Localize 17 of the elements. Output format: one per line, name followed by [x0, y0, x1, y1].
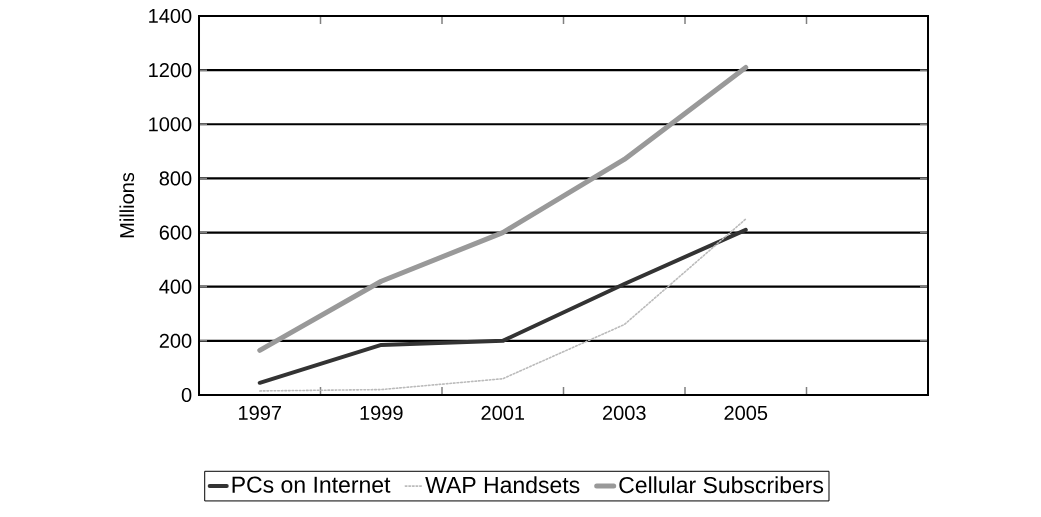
y-tick-label: 800	[159, 171, 192, 186]
x-tick-label: 2005	[724, 405, 768, 421]
x-tick-label: 2003	[603, 405, 646, 421]
y-tick-label: 1000	[149, 117, 192, 132]
legend-label: WAP Handsets	[425, 476, 580, 494]
x-tick-label: 2001	[481, 405, 525, 421]
y-tick-label: 200	[159, 333, 192, 348]
y-tick-label: 0	[181, 387, 192, 403]
x-tick-label: 1997	[239, 405, 281, 421]
y-tick-label: 1400	[149, 8, 192, 24]
y-tick-label: 600	[159, 225, 192, 240]
y-axis-title: Millions	[119, 172, 135, 238]
legend-label: Cellular Subscribers	[619, 476, 824, 494]
y-tick-label: 1200	[149, 63, 192, 78]
y-tick-label: 400	[159, 279, 192, 294]
legend-label: PCs on Internet	[232, 476, 391, 493]
x-tick-label: 1999	[360, 405, 403, 421]
